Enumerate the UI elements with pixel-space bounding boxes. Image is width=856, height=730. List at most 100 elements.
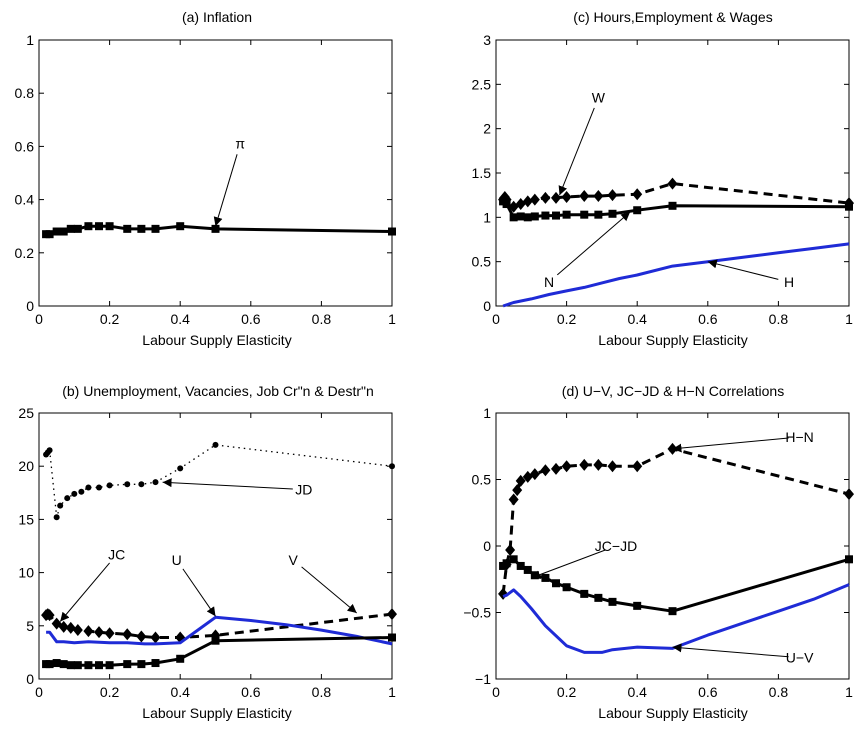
panel-c-xtick-label: 0.8 [769,311,789,327]
panel-c-series-w-point [667,177,678,190]
panel-c-series-w-point [529,193,540,206]
panel-a-series-pi [42,222,396,239]
panel-c-annotation-n-label: N [544,274,554,290]
panel-b-series-jc-point [122,628,133,641]
panel-c-series-n [499,197,853,222]
panel-a-series-pi-point [176,222,185,231]
panel-b-series-jc-line [45,612,393,639]
panel-b-series-jd [43,441,395,521]
panel-d-series-jc-jd-point [509,555,518,564]
panel-b-series-jc [41,608,397,644]
panel-c-xlabel: Labour Supply Elasticity [598,332,747,348]
panel-a-ytick-label: 0.8 [15,85,35,101]
panel-b-series-jd-point [78,488,85,495]
panel-c-series-h [502,242,850,308]
panel-a-title: (a) Inflation [182,9,252,25]
panel-d-series-jc-jd-point [541,573,550,582]
panel-c-series-n-point [541,211,550,220]
panel-a-xtick-label: 0.6 [241,311,261,327]
panel-b-series-jd-point [138,481,145,488]
panel-d-series-h-n-point [844,488,854,501]
panel-c-title: (c) Hours,Employment & Wages [573,9,772,25]
panel-b-xlabel: Labour Supply Elasticity [142,705,291,721]
panel-d-annotation-jc-jd-label: JC−JD [595,538,637,554]
panel-a-xtick-label: 0.8 [312,311,332,327]
panel-c-series-w-point [540,191,551,204]
panel-d-ytick-label: −0.5 [463,605,491,621]
panel-b-annotation-jc-arrow [59,562,110,622]
panel-a-series-pi-point [137,224,146,233]
panel-d-series-u-v [502,583,850,654]
panel-d-series-h-n-point [632,460,643,473]
panel-b-xtick-label: 1 [388,684,396,700]
panel-b-series-v-point [105,661,114,670]
panel-d-xtick-label: 1 [845,684,853,700]
panel-c-series-w-point [607,189,618,202]
panel-a-series-pi-point [73,224,82,233]
panel-c-series-n-point [845,202,853,211]
panel-b-series-jd-line [45,444,393,518]
panel-a-annotation-pi-label: π [235,136,245,152]
panel-b-series-jd-point [57,502,64,509]
panel-a-ytick-label: 0.2 [15,245,35,261]
panel-c-series-n-point [668,201,677,210]
panel-b-series-jc-point [387,608,397,621]
panel-d-xtick-label: 0 [492,684,500,700]
panel-c-ytick-label: 2.5 [472,76,492,92]
panel-c-series-w-point [579,190,590,203]
panel-b-series-jd-point [152,479,159,486]
panel-c-annotation-n-arrow [556,211,631,276]
panel-c-annotation-w-arrow [558,107,595,196]
panel-b-xtick-label: 0 [35,684,43,700]
panel-b-series-jd-point [96,484,103,491]
panel-b-series-v-point [388,633,396,642]
panel-b-series-jd-point [106,482,113,489]
panel-d-series-jc-jd-point [562,583,571,592]
panel-a-xtick-label: 0 [35,311,43,327]
panel-c-series-w-point [561,190,572,203]
panel-d-series-jc-jd-point [668,607,677,616]
panel-c-series-w-point [632,188,643,201]
panel-a-plot: 0 0.2 0.4 0.6 0.8 1 0 0.2 0.4 0.6 0.8 1 π [15,32,397,327]
panel-d-title: (d) U−V, JC−JD & H−N Correlations [562,383,784,399]
panel-c-series-w [498,177,854,213]
panel-b-series-jd-point [389,463,395,470]
panel-c: (c) Hours,Employment & Wages 0 0.2 0.4 0.6 0… [472,9,854,348]
panel-c-ytick-label: 1 [483,209,491,225]
panel-d-series-h-n-point [579,458,590,471]
panel-d-series-h-n-point [505,543,516,556]
panel-b: (b) Unemployment, Vacancies, Job Cr"n & … [18,383,397,721]
panel-d-ytick-label: 0 [483,538,491,554]
panel-b-series-jc-point [44,609,55,622]
panel-c-xtick-label: 1 [845,311,853,327]
panel-d-ytick-label: 1 [483,405,491,421]
panel-a-xtick-label: 0.2 [100,311,120,327]
panel-c-series-n-point [608,209,617,218]
panel-b-ytick-label: 20 [18,458,34,474]
panel-c-annotation-h-label: H [784,274,794,290]
panel-c-ytick-label: 2 [483,121,491,137]
panel-b-series-v [42,633,396,670]
panel-b-annotation-u-label: U [172,552,182,568]
panel-c-series-w-point [551,191,562,204]
panel-c-series-n-point [523,213,532,222]
panel-c-ytick-label: 0.5 [472,254,492,270]
panel-d-series-jc-jd-point [580,589,589,598]
panel-b-annotation-jc-label: JC [108,547,125,563]
panel-a-ytick-label: 0 [26,298,34,314]
panel-b-annotation-v-arrow [301,566,358,614]
panel-b-annotation-v-label: V [289,552,299,568]
panel-c-series-n-point [633,206,642,215]
panel-d-annotation-h-n-arrow [672,437,789,453]
panel-b-series-v-point [52,659,61,668]
panel-b-series-jc-point [72,624,83,637]
panel-b-xtick-label: 0.4 [170,684,190,700]
panel-c-series-n-point [580,210,589,219]
panel-a-xtick-label: 0.4 [170,311,190,327]
panel-b-annotation-jd-label: JD [295,482,312,498]
panel-c-series-n-point [552,211,561,220]
panel-b-series-jd-point [71,490,78,497]
panel-d: (d) U−V, JC−JD & H−N Correlations 0 0.2 0.… [463,383,854,721]
